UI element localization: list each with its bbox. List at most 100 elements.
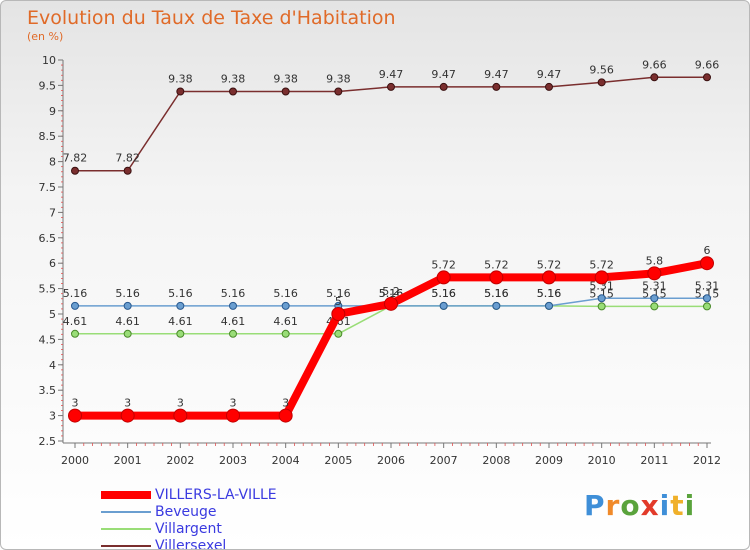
data-label-beveuge: 5.16 <box>63 287 88 300</box>
x-tick-label: 2011 <box>640 454 668 467</box>
y-tick-label: 6.5 <box>39 232 57 245</box>
data-point-villersexel <box>176 87 185 96</box>
data-point-villers-la-ville <box>226 408 240 423</box>
data-label-villers-la-ville: 3 <box>230 397 237 410</box>
legend-label: Villargent <box>155 520 222 537</box>
data-point-villargent <box>334 329 343 338</box>
data-label-beveuge: 5.16 <box>221 287 246 300</box>
data-point-villers-la-ville <box>700 256 714 271</box>
data-point-villers-la-ville <box>68 408 82 423</box>
data-label-villersexel: 9.47 <box>379 68 404 81</box>
data-label-villers-la-ville: 3 <box>124 397 131 410</box>
logo-letter: o <box>620 489 641 522</box>
y-tick-label: 7.5 <box>39 181 57 194</box>
y-tick-label: 8 <box>49 156 56 169</box>
data-label-beveuge: 5.31 <box>695 279 720 292</box>
data-point-villersexel <box>281 87 290 96</box>
y-tick-label: 5 <box>49 308 56 321</box>
data-point-villargent <box>597 302 606 311</box>
legend-item: Villargent <box>101 520 277 537</box>
data-label-villers-la-ville: 6 <box>704 244 711 257</box>
data-label-villersexel: 9.47 <box>484 68 509 81</box>
y-tick-label: 8.5 <box>39 130 57 143</box>
data-label-villers-la-ville: 5.72 <box>431 258 456 271</box>
data-label-beveuge: 5.16 <box>431 287 456 300</box>
data-point-beveuge <box>439 301 448 310</box>
data-point-beveuge <box>281 301 290 310</box>
axes: 2.5 3 3.5 4 4.5 5 5.5 6 6.5 7 7.5 8 8.5 9 9.5 10 2000 200… <box>39 54 722 467</box>
data-label-beveuge: 5.16 <box>537 287 562 300</box>
data-label-villargent: 5.16 <box>484 287 509 300</box>
data-label-villers-la-ville: 5.72 <box>484 258 509 271</box>
data-point-villers-la-ville <box>436 270 451 285</box>
data-point-beveuge <box>545 301 553 310</box>
x-tick-label: 2003 <box>219 454 247 467</box>
data-point-villargent <box>176 329 185 338</box>
data-label-villersexel: 9.38 <box>273 72 298 85</box>
x-tick-label: 2006 <box>377 454 405 467</box>
logo-letter: x <box>640 489 660 522</box>
data-point-villargent <box>650 302 659 311</box>
data-point-villersexel <box>597 78 606 87</box>
data-point-villers-la-ville <box>120 408 135 423</box>
legend-label: Villersexel <box>155 537 227 550</box>
legend-swatch <box>101 544 151 547</box>
data-label-villargent: 5.16 <box>431 287 456 300</box>
data-label-villargent: 5.15 <box>642 287 667 300</box>
data-label-beveuge: 5.31 <box>589 279 614 292</box>
data-point-villers-la-ville <box>278 408 293 423</box>
y-tick-label: 6 <box>49 257 56 270</box>
data-label-beveuge: 5.16 <box>168 287 193 300</box>
data-label-beveuge: 5.16 <box>273 287 298 300</box>
y-tick-label: 4 <box>49 359 56 372</box>
data-point-villersexel <box>334 87 343 96</box>
x-tick-label: 2001 <box>114 454 142 467</box>
data-point-villersexel <box>650 73 659 82</box>
data-label-villargent: 4.61 <box>221 315 246 328</box>
x-tick-label: 2004 <box>272 454 300 467</box>
data-label-beveuge: 5.16 <box>115 287 140 300</box>
data-point-beveuge <box>71 301 79 310</box>
data-label-villers-la-ville: 3 <box>72 397 79 410</box>
data-label-villargent: 5.15 <box>589 287 614 300</box>
data-point-villers-la-ville <box>173 408 188 423</box>
x-tick-label: 2010 <box>588 454 616 467</box>
data-label-villargent: 4.61 <box>168 315 193 328</box>
data-label-villersexel: 7.82 <box>115 152 140 165</box>
data-point-villers-la-ville <box>594 270 609 285</box>
y-tick-label: 10 <box>42 54 56 67</box>
logo-letter: P <box>584 489 606 522</box>
data-point-beveuge <box>229 301 237 310</box>
data-label-beveuge: 5.16 <box>484 287 509 300</box>
data-label-villersexel: 9.38 <box>326 72 351 85</box>
x-tick-label: 2007 <box>430 454 458 467</box>
data-point-villersexel <box>545 82 553 91</box>
data-label-villersexel: 9.56 <box>589 63 614 76</box>
data-point-villersexel <box>439 82 448 91</box>
data-label-villersexel: 9.66 <box>642 58 667 71</box>
data-point-beveuge <box>176 301 185 310</box>
y-tick-label: 4.5 <box>39 333 57 346</box>
data-point-villargent <box>123 329 132 338</box>
y-tick-label: 3 <box>49 410 56 423</box>
data-label-villers-la-ville: 5.8 <box>646 254 664 267</box>
legend-item: Villersexel <box>101 537 277 550</box>
data-label-villers-la-ville: 3 <box>282 397 289 410</box>
data-point-beveuge <box>597 294 606 303</box>
data-label-villersexel: 9.66 <box>695 58 720 71</box>
data-label-villersexel: 9.38 <box>168 72 193 85</box>
chart-title: Evolution du Taux de Taxe d'Habitation <box>27 7 396 29</box>
x-tick-label: 2012 <box>693 454 721 467</box>
data-point-beveuge <box>123 301 132 310</box>
data-point-villargent <box>703 302 711 311</box>
legend: VILLERS-LA-VILLE Beveuge Villargent Villers… <box>101 486 277 550</box>
data-label-villargent: 4.61 <box>63 315 88 328</box>
legend-swatch <box>101 490 151 499</box>
legend-item: Beveuge <box>101 503 277 520</box>
logo-letter: r <box>605 489 621 522</box>
data-point-villersexel <box>703 73 711 82</box>
data-point-villersexel <box>71 166 79 175</box>
proxiti-logo: Proxiti <box>584 489 695 522</box>
data-point-villersexel <box>492 82 501 91</box>
